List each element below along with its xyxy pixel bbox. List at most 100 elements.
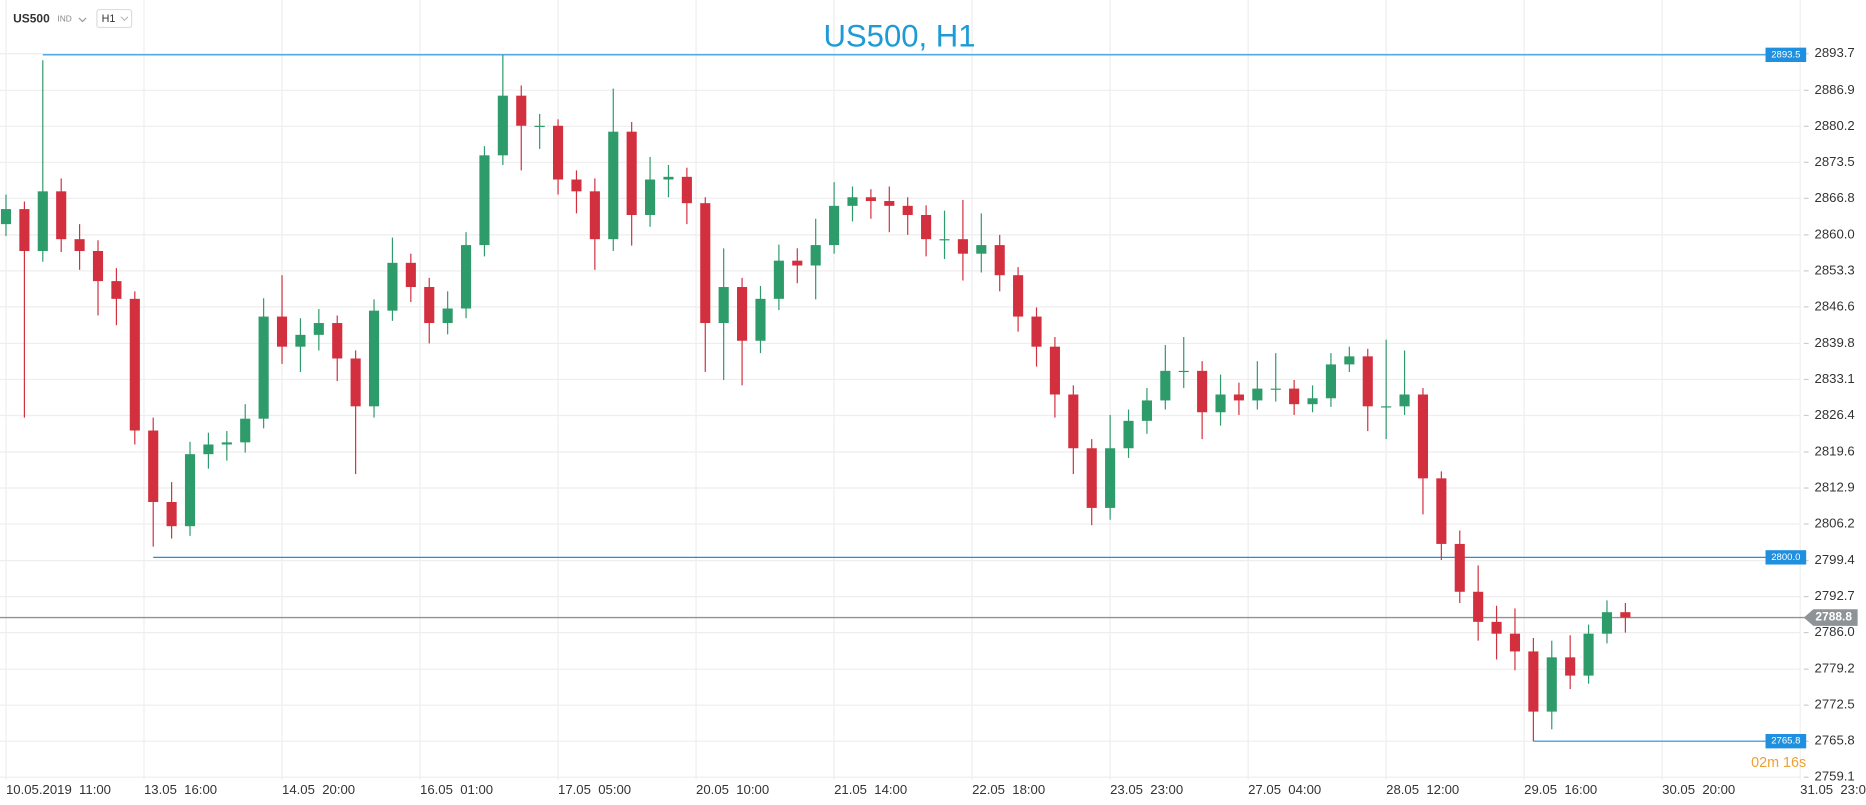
- y-tick-label: 2812.9: [1815, 479, 1855, 494]
- candle-body: [497, 95, 508, 156]
- y-tick-label: 2833.1: [1815, 371, 1855, 386]
- candle-body: [957, 239, 968, 254]
- candle-body: [847, 197, 858, 206]
- candle-body: [571, 179, 582, 192]
- x-tick-label: 14.05 20:00: [282, 782, 355, 797]
- y-tick-label: 2779.2: [1815, 661, 1855, 676]
- candle-body: [1325, 364, 1337, 399]
- candle-body: [773, 260, 784, 299]
- candle-body: [737, 287, 748, 341]
- candle-body: [368, 310, 380, 407]
- candle-body: [1031, 316, 1042, 347]
- timeframe-box[interactable]: [96, 8, 133, 29]
- candle-body: [74, 239, 85, 252]
- y-tick-label: 2893.7: [1815, 45, 1855, 60]
- chart-title: US500, H1: [823, 18, 975, 53]
- y-tick-label: 2765.8: [1815, 733, 1855, 748]
- candle-body: [19, 209, 30, 252]
- candle-body: [1381, 406, 1392, 408]
- labels: 2893.7 2886.9 2880.2 2873.5 2866.8 2860.0 2853…: [6, 45, 1866, 797]
- x-tick-label: 28.05 12:00: [1386, 782, 1459, 797]
- x-tick-label: 27.05 04:00: [1248, 782, 1321, 797]
- candle-body: [1178, 370, 1189, 373]
- candle-body: [276, 316, 288, 347]
- x-tick-label: 17.05 05:00: [558, 782, 631, 797]
- candle-body: [56, 191, 67, 240]
- candle-body: [792, 260, 803, 266]
- candle-body: [258, 316, 269, 419]
- x-tick-label: 29.05 16:00: [1524, 782, 1597, 797]
- candle-body: [1528, 651, 1539, 712]
- y-tick-label: 2806.2: [1815, 516, 1855, 531]
- timeframe[interactable]: H1: [102, 13, 116, 25]
- dropdown-arrow[interactable]: [78, 17, 87, 23]
- candle-body: [663, 176, 674, 180]
- y-tick-label: 2792.7: [1815, 588, 1855, 603]
- candle-body: [755, 298, 766, 341]
- candle-body: [1546, 657, 1557, 712]
- x-tick-label: 21.05 14:00: [834, 782, 907, 797]
- candle-body: [1565, 657, 1576, 676]
- candle-body: [92, 251, 104, 282]
- candle-body: [1123, 420, 1134, 449]
- candle-body: [884, 201, 895, 206]
- candle-body: [1252, 388, 1263, 401]
- candle-body: [1417, 394, 1429, 479]
- candle-body: [1289, 388, 1300, 405]
- candle-body: [37, 191, 48, 252]
- candle-body: [350, 358, 361, 407]
- candle-body: [1105, 448, 1116, 508]
- candle-body: [424, 287, 435, 324]
- candle-body: [203, 444, 214, 455]
- candle-body: [1362, 356, 1373, 407]
- candle-body: [148, 430, 159, 503]
- level-label: 2800.0: [1771, 552, 1800, 563]
- candle-body: [1620, 612, 1631, 618]
- candle-body: [1436, 478, 1447, 544]
- candle-body: [221, 442, 232, 445]
- candle-body: [1399, 394, 1410, 407]
- candle-body: [1049, 346, 1060, 395]
- candle-body: [1215, 394, 1226, 413]
- candle-body: [1086, 448, 1097, 508]
- candles: [0, 54, 1631, 742]
- candle-body: [589, 191, 600, 240]
- candle-body: [1344, 356, 1355, 365]
- level-label-box: [1765, 47, 1807, 62]
- symbol[interactable]: US500: [13, 11, 50, 25]
- candle-body: [1141, 400, 1152, 421]
- dropdown-arrow[interactable]: [120, 16, 129, 22]
- y-tick-label: 2860.0: [1815, 226, 1855, 241]
- candle-body: [829, 205, 840, 246]
- candle-body: [1160, 370, 1171, 401]
- candle-body: [976, 245, 987, 254]
- candle-body: [1270, 388, 1281, 390]
- candle-body: [111, 281, 122, 299]
- candle-body: [718, 287, 729, 324]
- candle-body: [313, 323, 324, 335]
- y-tick-label: 2759.1: [1815, 769, 1855, 784]
- candle-body: [405, 262, 416, 288]
- y-tick-label: 2839.8: [1815, 335, 1855, 350]
- y-tick-label: 2873.5: [1815, 154, 1855, 169]
- candle-body: [1454, 543, 1465, 592]
- candle-body: [534, 125, 545, 127]
- x-tick-label: 31.05 23:00: [1800, 782, 1866, 797]
- candle-body: [240, 418, 251, 443]
- candle-body: [1013, 275, 1024, 317]
- y-tick-label: 2826.4: [1815, 407, 1855, 422]
- candle-body: [1583, 633, 1594, 676]
- candle-body: [387, 262, 398, 311]
- countdown: 02m 16s: [1751, 755, 1806, 771]
- x-tick-label: 20.05 10:00: [696, 782, 769, 797]
- level-label: 2893.5: [1771, 49, 1800, 60]
- candle-body: [1068, 394, 1079, 449]
- y-tick-label: 2866.8: [1815, 190, 1855, 205]
- candle-body: [442, 308, 453, 324]
- y-tick-label: 2886.9: [1815, 82, 1855, 97]
- candle-body: [681, 176, 692, 204]
- candle-body: [460, 245, 472, 309]
- candle-body: [608, 131, 619, 240]
- candle-body: [184, 454, 196, 527]
- y-tick-label: 2786.0: [1815, 624, 1855, 639]
